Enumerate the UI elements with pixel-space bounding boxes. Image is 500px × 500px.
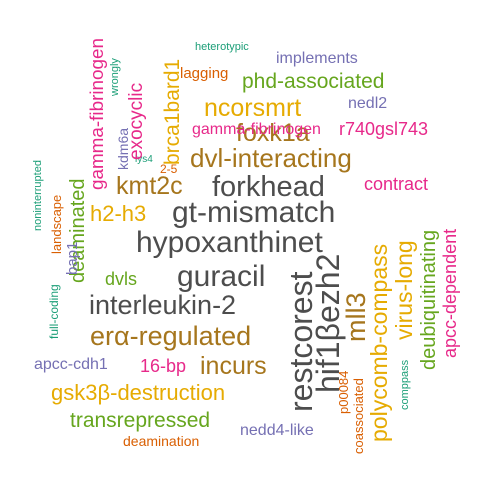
word-lagging: lagging (180, 65, 229, 82)
word-rkrrpr: dvls (105, 269, 138, 289)
word-polycomb-compass: polycomb-compass (366, 243, 392, 442)
word-kdm6a: kdm6a (115, 127, 131, 170)
word-wrongly: wrongly (109, 58, 121, 96)
word-dvl-interacting: dvl-interacting (190, 143, 352, 173)
word-phd-associated: phd-associated (242, 70, 385, 93)
word-heterotypic: heterotypic (195, 41, 249, 53)
word-r740gsl743: r740gsl743 (339, 119, 429, 139)
word-virus-long: virus-long (391, 240, 417, 340)
word-apcc-cdh1: apcc-cdh1 (34, 356, 108, 373)
word-implements: implements (276, 50, 358, 67)
word-deubiquitinating: deubiquitinating (418, 229, 440, 370)
word-16-bp: 16-bp (140, 356, 187, 376)
word-comppass: comppass (399, 359, 411, 410)
word-coassociated: coassociated (351, 378, 366, 454)
word-bap1: bap1 (64, 241, 81, 275)
word-incurs: incurs (200, 352, 267, 380)
word-full-coding: full-coding (47, 284, 61, 339)
word-gt-mismatch: gt-mismatch (172, 196, 336, 229)
word-noninterrupted: noninterrupted (32, 160, 44, 231)
word-h2-h3: h2-h3 (90, 201, 147, 226)
word-brca1bard1: brca1bard1 (161, 58, 184, 165)
word-nedd4-like: nedd4-like (240, 422, 314, 439)
word-apcc-dependent: apcc-dependent (440, 228, 460, 358)
word-kmt2c: kmt2c (116, 172, 183, 200)
word-hypoxanthinet: hypoxanthinet (136, 226, 323, 259)
word-nedl2: nedl2 (348, 95, 388, 112)
word-landscape: landscape (49, 194, 64, 254)
word-lys4: lys4 (135, 154, 153, 165)
word-guracil: guracil (177, 260, 266, 293)
word-deamination: deamination (123, 433, 200, 449)
word-ncorsmrt: ncorsmrt (204, 94, 302, 122)
word-contract: contract (364, 174, 429, 194)
word-interleukin-2: interleukin-2 (89, 290, 237, 320)
word-foxk1a: foxk1a (236, 119, 310, 147)
word-era-regulated: erα-regulated (90, 321, 252, 351)
word-2-5: 2-5 (160, 162, 178, 176)
word-forkhead: forkhead (212, 171, 325, 203)
word-dvls: gamma-fibrinogen (192, 121, 321, 138)
word-transrepressed: transrepressed (70, 409, 211, 432)
word-gamma-fibrinogen-main: gamma-fibrinogen (86, 38, 107, 190)
word-p00084: p00084 (336, 370, 351, 414)
word-gsk3b-destruction: gsk3β-destruction (51, 380, 226, 405)
